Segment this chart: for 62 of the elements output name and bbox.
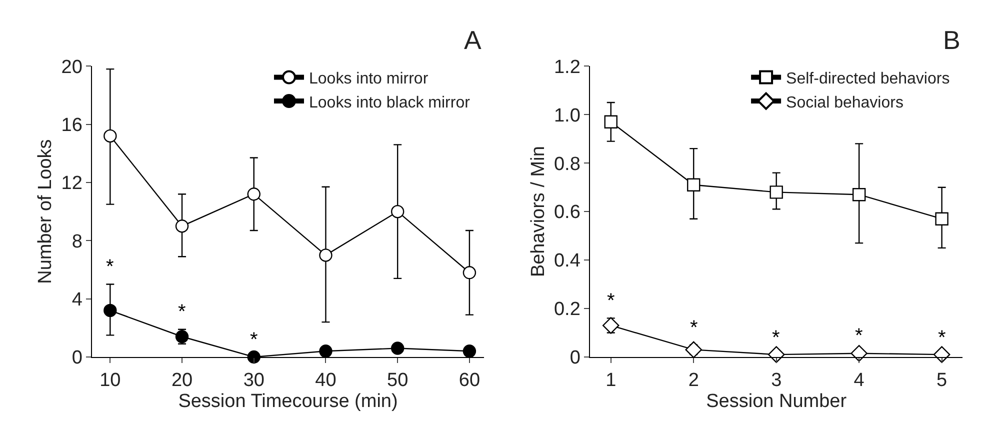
y-tick-label: 20 — [61, 56, 82, 78]
y-tick-label: 0 — [72, 348, 82, 369]
x-tick-label: 60 — [458, 370, 480, 391]
x-axis-title: Session Timecourse (min) — [178, 390, 398, 412]
annotation: * — [178, 301, 186, 323]
text: B — [943, 25, 960, 55]
y-tick-label: 0.4 — [554, 250, 581, 272]
x-tick-label: 30 — [243, 370, 264, 391]
point — [602, 317, 620, 334]
legend-label: Self-directed behaviors — [786, 70, 950, 88]
y-tick-label: 8 — [72, 231, 82, 252]
annotation: * — [690, 317, 698, 339]
point — [462, 266, 476, 280]
legend-label: Social behaviors — [786, 94, 904, 112]
x-tick-label: 20 — [171, 370, 193, 391]
annotation: * — [607, 290, 615, 312]
annotation: * — [106, 256, 114, 278]
point — [175, 220, 189, 233]
y-tick-label: 4 — [72, 289, 83, 310]
annotation: * — [855, 325, 863, 347]
x-tick-label: 1 — [606, 370, 616, 391]
point — [319, 248, 332, 262]
y-tick-label: 1.0 — [554, 105, 580, 126]
x-tick-label: 40 — [315, 370, 336, 391]
point — [319, 344, 332, 358]
text: A — [464, 25, 482, 55]
annotation: * — [772, 327, 780, 349]
point — [685, 341, 702, 358]
y-tick-label: 0 — [570, 348, 580, 369]
x-tick-label: 4 — [854, 370, 865, 391]
point — [462, 344, 476, 358]
legend-label: Looks into black mirror — [308, 94, 471, 112]
y-tick-label: 0.8 — [554, 154, 580, 175]
y-tick-label: 12 — [61, 173, 82, 194]
y-tick-label: 0.6 — [554, 202, 580, 224]
x-axis-title: Session Number — [706, 390, 848, 412]
point — [604, 115, 618, 128]
point — [247, 188, 260, 201]
x-tick-label: 10 — [100, 370, 121, 391]
x-tick-label: 3 — [771, 370, 782, 391]
y-tick-label: 16 — [61, 114, 82, 136]
annotation: * — [938, 327, 946, 349]
point — [687, 178, 700, 192]
point — [768, 346, 785, 363]
x-tick-label: 5 — [936, 370, 948, 391]
x-tick-label: 50 — [387, 370, 408, 391]
point — [933, 346, 950, 363]
annotation: * — [250, 329, 258, 351]
legend-label: Looks into mirror — [308, 70, 429, 88]
point — [104, 304, 117, 318]
y-tick-label: 1.2 — [554, 56, 580, 78]
point — [850, 344, 868, 362]
x-tick-label: 2 — [688, 370, 699, 391]
y-tick-label: 0.2 — [554, 299, 580, 320]
point — [104, 129, 117, 143]
point — [935, 212, 948, 226]
y-axis-title: Behaviors / Min — [528, 146, 549, 278]
point — [391, 204, 404, 218]
y-axis-title: Number of Looks — [35, 139, 56, 284]
point — [770, 186, 783, 199]
point — [852, 188, 866, 202]
point — [247, 350, 260, 364]
